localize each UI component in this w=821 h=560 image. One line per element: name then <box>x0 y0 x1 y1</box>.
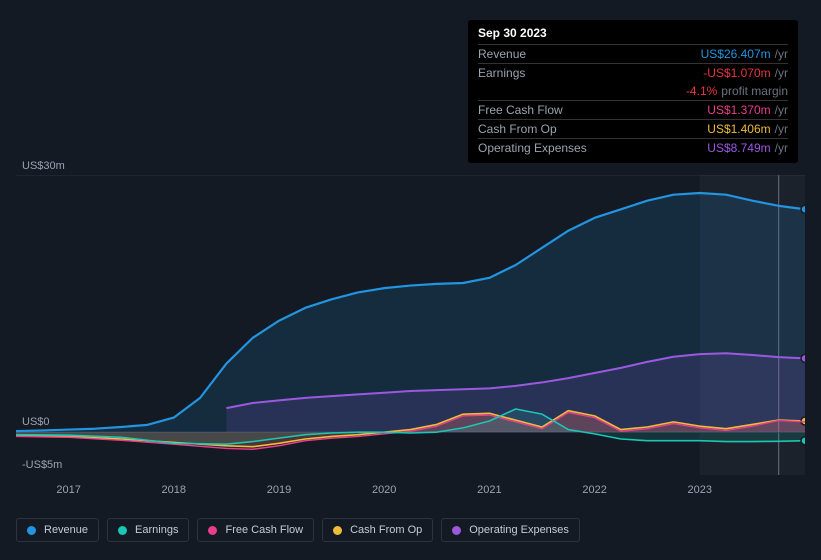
legend-color-dot <box>118 526 127 535</box>
legend-color-dot <box>333 526 342 535</box>
legend-label: Operating Expenses <box>469 524 569 536</box>
tooltip-metric-unit: /yr <box>775 141 788 155</box>
tooltip-metric-value: US$1.370m <box>707 103 774 117</box>
legend-item[interactable]: Operating Expenses <box>441 518 580 542</box>
legend-item[interactable]: Cash From Op <box>322 518 433 542</box>
x-axis-label: 2017 <box>56 484 80 496</box>
tooltip-metric-value: -4.1% <box>686 84 721 98</box>
tooltip-metric-unit: profit margin <box>721 84 788 98</box>
legend-item[interactable]: Free Cash Flow <box>197 518 314 542</box>
tooltip-row: RevenueUS$26.407m/yr <box>478 44 788 63</box>
legend-item[interactable]: Revenue <box>16 518 99 542</box>
tooltip-metric-label <box>478 84 686 98</box>
tooltip-metric-unit: /yr <box>775 103 788 117</box>
tooltip-metric-label: Earnings <box>478 66 703 80</box>
legend-label: Revenue <box>44 524 88 536</box>
x-axis-label: 2020 <box>372 484 396 496</box>
legend-item[interactable]: Earnings <box>107 518 189 542</box>
legend-color-dot <box>27 526 36 535</box>
tooltip-metric-unit: /yr <box>775 47 788 61</box>
tooltip-metric-label: Free Cash Flow <box>478 103 707 117</box>
tooltip-row: Earnings-US$1.070m/yr <box>478 63 788 82</box>
legend-color-dot <box>452 526 461 535</box>
legend-label: Earnings <box>135 524 178 536</box>
tooltip-row: -4.1%profit margin <box>478 82 788 100</box>
y-axis-label: US$30m <box>22 160 65 172</box>
legend-label: Free Cash Flow <box>225 524 303 536</box>
x-axis-label: 2019 <box>267 484 291 496</box>
x-axis-label: 2022 <box>582 484 606 496</box>
tooltip-metric-label: Revenue <box>478 47 701 61</box>
financials-chart <box>16 175 805 475</box>
tooltip-metric-value: US$8.749m <box>707 141 774 155</box>
x-axis-label: 2021 <box>477 484 501 496</box>
legend-label: Cash From Op <box>350 524 422 536</box>
tooltip-row: Cash From OpUS$1.406m/yr <box>478 119 788 138</box>
tooltip-metric-label: Operating Expenses <box>478 141 707 155</box>
tooltip-row: Operating ExpensesUS$8.749m/yr <box>478 138 788 157</box>
tooltip-metric-unit: /yr <box>775 122 788 136</box>
tooltip-row: Free Cash FlowUS$1.370m/yr <box>478 100 788 119</box>
tooltip-metric-label: Cash From Op <box>478 122 707 136</box>
chart-tooltip: Sep 30 2023 RevenueUS$26.407m/yrEarnings… <box>468 20 798 163</box>
x-axis-label: 2023 <box>688 484 712 496</box>
legend-color-dot <box>208 526 217 535</box>
tooltip-metric-value: US$1.406m <box>707 122 774 136</box>
tooltip-date: Sep 30 2023 <box>478 26 788 44</box>
tooltip-metric-value: -US$1.070m <box>703 66 774 80</box>
tooltip-metric-unit: /yr <box>775 66 788 80</box>
tooltip-metric-value: US$26.407m <box>701 47 775 61</box>
chart-legend: Revenue Earnings Free Cash Flow Cash From O… <box>16 518 580 542</box>
x-axis-label: 2018 <box>162 484 186 496</box>
